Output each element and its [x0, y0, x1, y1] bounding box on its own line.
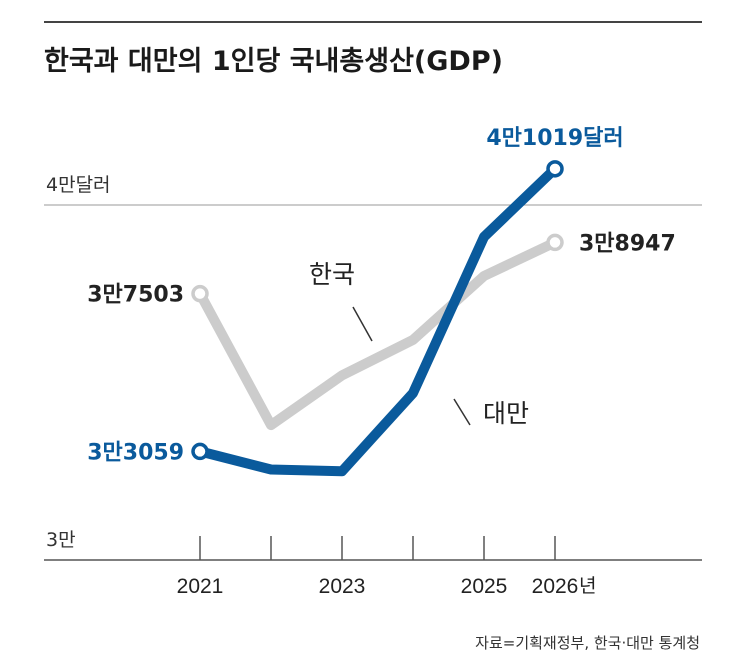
data-point-0-2021: [191, 284, 209, 303]
value-label-korea-end: 3만8947: [579, 231, 676, 256]
xtick-label-2021: 2021: [177, 575, 224, 598]
series-line-0: [195, 237, 560, 431]
ytick-label-40000: 4만달러: [46, 174, 111, 196]
source-note: 자료=기획재정부, 한국·대만 통계청: [475, 634, 700, 652]
xtick-label-2025: 2025: [461, 575, 508, 598]
series-line-1: [195, 163, 560, 477]
callout-line-korea: [352, 306, 373, 342]
series-name-korea: 한국: [309, 260, 355, 289]
series-name-taiwan: 대만: [483, 399, 529, 428]
callout-line-taiwan: [453, 398, 471, 426]
x-axis: 2021 2023 2025 2026 년: [177, 536, 596, 598]
data-point-1-2026: [546, 160, 564, 178]
series-group: [191, 160, 564, 477]
value-label-taiwan-end: 4만1019달러: [486, 126, 623, 151]
ytick-label-30000: 3만: [46, 529, 76, 551]
xtick-suffix-label: 년: [579, 575, 596, 597]
xtick-label-2023: 2023: [319, 575, 366, 598]
xtick-label-2026: 2026: [532, 575, 579, 598]
value-label-taiwan-start: 3만3059: [87, 440, 184, 465]
value-label-korea-start: 3만7503: [87, 283, 184, 308]
chart-title: 한국과 대만의 1인당 국내총생산(GDP): [44, 46, 503, 77]
data-point-1-2021: [191, 442, 209, 461]
data-point-0-2026: [546, 233, 564, 252]
gridlines: 4만달러 3만: [44, 174, 702, 561]
